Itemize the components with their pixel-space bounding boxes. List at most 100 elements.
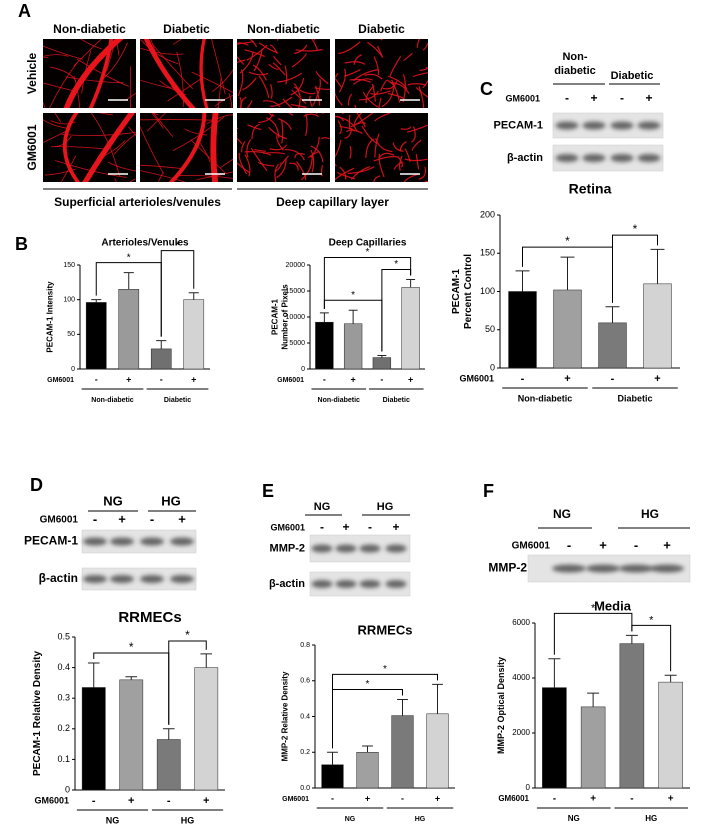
bar	[156, 739, 181, 791]
bar	[150, 348, 172, 370]
vessel	[291, 89, 307, 105]
vessel	[43, 54, 69, 57]
vessel	[140, 170, 187, 182]
vessel	[254, 148, 266, 152]
vessel	[389, 55, 402, 77]
vessel	[103, 42, 128, 78]
group-label: HG	[645, 814, 657, 823]
group-label: HG	[181, 815, 195, 825]
vessel	[140, 39, 179, 65]
y-tick-label: 0.4	[57, 662, 70, 672]
vessel	[140, 125, 164, 175]
vessel	[310, 149, 315, 173]
chart-title: RRMECs	[118, 609, 181, 626]
vessel	[423, 180, 428, 182]
y-tick-label: 4000	[512, 673, 530, 682]
vessel	[404, 158, 428, 162]
protein-label: β-actin	[269, 578, 305, 590]
bar	[343, 323, 363, 370]
x-tick-label: -	[380, 374, 383, 384]
vessel	[379, 152, 395, 158]
group-header: HG	[161, 493, 181, 508]
blot-band	[610, 154, 634, 162]
group-header: diabetic	[554, 65, 596, 77]
lane-sign: +	[178, 511, 186, 526]
vessel	[419, 67, 428, 71]
vessel	[311, 39, 318, 51]
significance-bracket	[332, 673, 438, 749]
x-tick-label: +	[365, 793, 370, 803]
lane-sign: +	[599, 537, 607, 552]
lane-sign: -	[634, 537, 638, 552]
x-axis-label: GM6001	[47, 377, 74, 384]
vessel	[43, 102, 46, 108]
vessel	[237, 162, 250, 173]
y-tick-label: 100	[480, 286, 495, 296]
vessel	[270, 96, 293, 107]
significance-label: *	[176, 240, 180, 251]
panel-letter: B	[15, 234, 28, 254]
vessel	[98, 113, 113, 116]
vessel	[246, 44, 268, 61]
error-bar	[515, 270, 530, 292]
lane-sign: +	[590, 91, 597, 105]
x-tick-label: +	[350, 374, 355, 384]
vessel	[350, 122, 366, 128]
micrograph	[140, 39, 233, 108]
vessels	[140, 39, 233, 108]
y-tick-label: 2000	[512, 728, 530, 737]
micrograph	[140, 113, 233, 182]
vessel	[107, 161, 136, 172]
chart-title: Deep Capillaries	[329, 238, 407, 249]
vessel	[296, 161, 307, 181]
y-tick-label: 20000	[286, 262, 306, 269]
lane-sign: -	[565, 91, 569, 105]
y-tick-label: 0.2	[300, 749, 310, 756]
vessels	[140, 113, 233, 182]
vessel	[400, 126, 412, 130]
significance-bracket	[168, 640, 207, 725]
vessel	[106, 39, 118, 72]
y-tick-label: 0.2	[57, 723, 70, 733]
vessel	[212, 69, 233, 93]
micrograph	[237, 113, 330, 182]
group-label: NG	[568, 814, 580, 823]
vessel	[373, 56, 380, 75]
protein-label: PECAM-1	[24, 534, 78, 548]
blot-band	[555, 154, 579, 162]
vessel	[82, 113, 136, 182]
x-tick-label: +	[435, 793, 440, 803]
vessel	[298, 98, 301, 108]
significance-bracket	[323, 257, 412, 309]
y-tick-label: 50	[485, 324, 495, 334]
y-tick-label: 150	[63, 262, 75, 269]
vessel	[150, 39, 157, 54]
lane-sign: +	[392, 520, 399, 534]
vessel	[294, 152, 305, 159]
lane-sign: -	[368, 520, 372, 534]
vessel	[338, 68, 347, 93]
significance-label: *	[366, 247, 370, 258]
blot-band	[637, 154, 661, 162]
vessel	[381, 87, 395, 108]
vessel	[266, 117, 280, 139]
vessel	[399, 141, 407, 152]
group-label: Non-diabetic	[318, 397, 360, 404]
blot-band	[110, 537, 134, 546]
y-axis-label: MMP-2 Relative Density	[281, 671, 290, 761]
group-header: NG	[314, 501, 331, 513]
vessel	[335, 163, 337, 167]
y-tick-label: 10000	[286, 314, 306, 321]
vessel	[412, 72, 428, 78]
vessel	[272, 62, 286, 76]
vessel	[43, 128, 71, 144]
y-axis-label: Percent Control	[463, 254, 474, 329]
x-axis-label: GM6001	[277, 377, 304, 384]
vessel	[157, 171, 164, 182]
significance-label: *	[366, 679, 370, 690]
significance-bracket	[160, 250, 195, 337]
x-tick-label: -	[92, 795, 96, 807]
significance-label: *	[591, 602, 596, 614]
panel-letter: A	[18, 1, 31, 21]
vessel	[364, 73, 383, 80]
